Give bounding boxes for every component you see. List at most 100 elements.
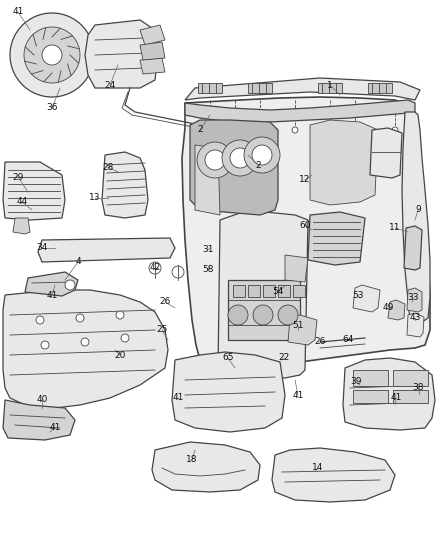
Polygon shape [85, 20, 158, 88]
Circle shape [232, 127, 238, 133]
Polygon shape [3, 400, 75, 440]
Text: 1: 1 [327, 80, 333, 90]
Text: 43: 43 [410, 313, 420, 322]
Text: 31: 31 [202, 246, 214, 254]
Text: 34: 34 [36, 244, 48, 253]
Circle shape [65, 280, 75, 290]
Text: 24: 24 [104, 80, 116, 90]
Text: 53: 53 [352, 290, 364, 300]
Text: 60: 60 [299, 221, 311, 230]
Circle shape [352, 127, 358, 133]
Bar [393, 390, 428, 403]
Circle shape [121, 334, 129, 342]
Circle shape [327, 127, 333, 133]
Text: 40: 40 [36, 395, 48, 405]
Text: 26: 26 [159, 297, 171, 306]
Polygon shape [402, 112, 430, 325]
Text: 26: 26 [314, 337, 326, 346]
Polygon shape [308, 212, 365, 265]
Polygon shape [388, 300, 405, 320]
Polygon shape [407, 288, 422, 312]
Polygon shape [407, 313, 424, 337]
Polygon shape [185, 100, 415, 122]
Circle shape [253, 305, 273, 325]
Circle shape [172, 266, 184, 278]
Circle shape [24, 27, 80, 83]
Bar [248, 285, 260, 297]
Text: 49: 49 [382, 303, 394, 312]
Bar [248, 83, 272, 93]
Text: 25: 25 [156, 326, 168, 335]
Circle shape [42, 45, 62, 65]
Text: 28: 28 [102, 163, 114, 172]
Text: 44: 44 [16, 198, 28, 206]
Text: 4: 4 [75, 257, 81, 266]
Text: 29: 29 [12, 173, 24, 182]
Bar [198, 83, 222, 93]
Polygon shape [272, 448, 395, 502]
Polygon shape [172, 352, 285, 432]
Text: 64: 64 [343, 335, 354, 344]
Polygon shape [285, 255, 308, 282]
Bar [278, 285, 290, 297]
Circle shape [205, 150, 225, 170]
Text: 39: 39 [350, 377, 362, 386]
Polygon shape [152, 442, 260, 492]
Polygon shape [195, 145, 220, 215]
Circle shape [149, 262, 161, 274]
Text: 41: 41 [46, 290, 58, 300]
Text: 41: 41 [390, 393, 402, 402]
Circle shape [81, 338, 89, 346]
Polygon shape [228, 280, 300, 340]
Circle shape [41, 341, 49, 349]
Circle shape [36, 316, 44, 324]
Polygon shape [185, 78, 420, 100]
Bar [353, 370, 388, 386]
Polygon shape [102, 152, 148, 218]
Text: 11: 11 [389, 223, 401, 232]
Bar [263, 285, 275, 297]
Text: 65: 65 [222, 353, 234, 362]
Bar [368, 83, 392, 93]
Circle shape [10, 13, 94, 97]
Circle shape [197, 142, 233, 178]
Text: 38: 38 [412, 384, 424, 392]
Text: 22: 22 [279, 353, 290, 362]
Circle shape [278, 305, 298, 325]
Text: 41: 41 [12, 7, 24, 17]
Polygon shape [353, 285, 380, 312]
Text: 41: 41 [49, 424, 61, 432]
Polygon shape [343, 358, 435, 430]
Polygon shape [182, 97, 430, 375]
Text: 2: 2 [255, 160, 261, 169]
Polygon shape [13, 218, 30, 234]
Text: 20: 20 [114, 351, 126, 359]
Polygon shape [3, 290, 168, 408]
Bar [293, 285, 305, 297]
Text: 41: 41 [292, 391, 304, 400]
Text: 41: 41 [172, 393, 184, 402]
Polygon shape [370, 128, 402, 178]
Circle shape [230, 148, 250, 168]
Polygon shape [190, 120, 278, 215]
Text: 36: 36 [46, 103, 58, 112]
Polygon shape [288, 315, 317, 345]
Text: 14: 14 [312, 464, 324, 472]
Circle shape [244, 137, 280, 173]
Text: 58: 58 [202, 265, 214, 274]
Text: 13: 13 [89, 193, 101, 203]
Polygon shape [25, 272, 78, 296]
Circle shape [392, 127, 398, 133]
Circle shape [228, 305, 248, 325]
Text: 18: 18 [186, 456, 198, 464]
Circle shape [222, 140, 258, 176]
Polygon shape [404, 226, 422, 270]
Circle shape [76, 314, 84, 322]
Circle shape [207, 127, 213, 133]
Bar [353, 390, 388, 403]
Bar [233, 285, 245, 297]
Text: 9: 9 [415, 206, 421, 214]
Circle shape [257, 127, 263, 133]
Text: 2: 2 [197, 125, 203, 134]
Polygon shape [38, 238, 175, 262]
